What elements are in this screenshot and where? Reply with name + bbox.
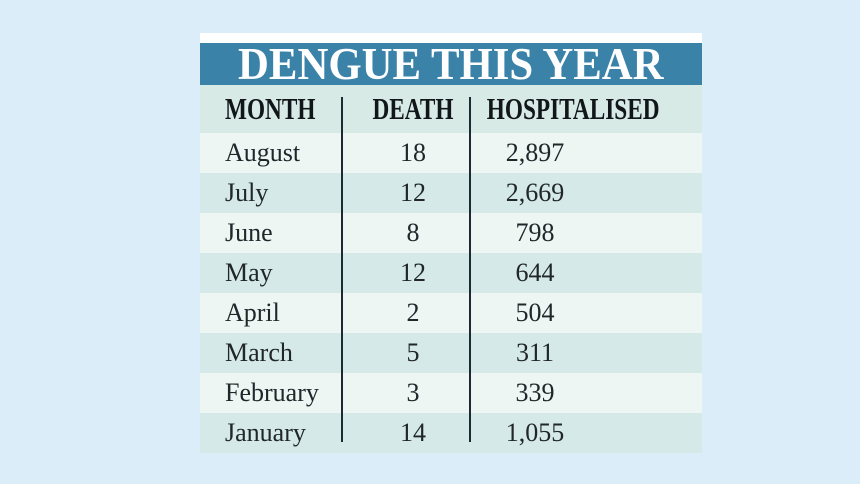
death-cell: 3: [406, 378, 420, 407]
table-row: June 8 798: [200, 213, 702, 253]
death-cell: 12: [400, 258, 426, 287]
month-cell: May: [225, 258, 273, 287]
table-row: February 3 339: [200, 373, 702, 413]
month-cell: February: [225, 378, 319, 407]
hospitalised-cell: 2,669: [505, 178, 565, 207]
month-cell: June: [225, 218, 273, 247]
death-cell: 18: [400, 138, 426, 167]
title-banner: DENGUE THIS YEAR: [200, 38, 702, 89]
column-divider-line: [341, 97, 343, 442]
column-header-month: MONTH: [200, 85, 344, 133]
death-cell: 5: [406, 338, 420, 367]
column-divider-line: [469, 97, 471, 442]
death-cell: 2: [406, 298, 420, 327]
hospitalised-cell: 2,897: [505, 138, 565, 167]
hospitalised-cell: 1,055: [505, 418, 565, 447]
dengue-table: MONTH DEATH HOSPITALISED August 18 2,897…: [200, 85, 702, 453]
column-header-death-label: DEATH: [372, 91, 454, 126]
table-row: March 5 311: [200, 333, 702, 373]
hospitalised-cell: 339: [515, 378, 555, 407]
hospitalised-cell: 311: [515, 338, 555, 367]
death-cell: 14: [400, 418, 426, 447]
column-header-hospitalised-label: HOSPITALISED: [486, 91, 660, 126]
hospitalised-cell: 504: [515, 298, 555, 327]
month-cell: January: [225, 418, 306, 447]
table-body: August 18 2,897 July 12 2,669 June 8 798…: [200, 133, 702, 453]
hospitalised-cell: 798: [515, 218, 555, 247]
table-row: August 18 2,897: [200, 133, 702, 173]
death-cell: 12: [400, 178, 426, 207]
month-cell: July: [225, 178, 269, 207]
column-header-hospitalised: HOSPITALISED: [472, 85, 702, 133]
table-row: May 12 644: [200, 253, 702, 293]
table-row: July 12 2,669: [200, 173, 702, 213]
column-header-death: DEATH: [344, 85, 472, 133]
month-cell: April: [225, 298, 280, 327]
table-row: January 14 1,055: [200, 413, 702, 453]
table-header-row: MONTH DEATH HOSPITALISED: [200, 85, 702, 133]
month-cell: August: [225, 138, 301, 167]
top-white-strip: [200, 33, 702, 43]
hospitalised-cell: 644: [515, 258, 555, 287]
death-cell: 8: [406, 218, 420, 247]
month-cell: March: [225, 338, 293, 367]
dengue-infographic: DENGUE THIS YEAR MONTH DEATH HOSPITALISE…: [200, 33, 702, 453]
infographic-title: DENGUE THIS YEAR: [238, 38, 664, 89]
table-row: April 2 504: [200, 293, 702, 333]
column-header-month-label: MONTH: [225, 91, 316, 126]
